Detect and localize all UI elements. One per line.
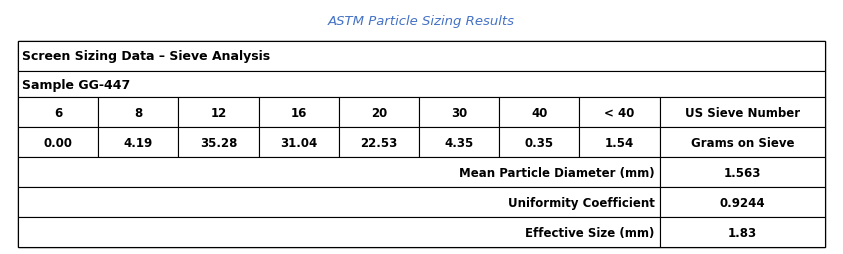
Text: 30: 30 bbox=[451, 106, 467, 119]
Text: 0.9244: 0.9244 bbox=[719, 196, 765, 209]
Text: 4.35: 4.35 bbox=[444, 136, 474, 149]
Text: 8: 8 bbox=[134, 106, 142, 119]
Text: 16: 16 bbox=[291, 106, 307, 119]
Text: Uniformity Coefficient: Uniformity Coefficient bbox=[507, 196, 654, 209]
Bar bbox=[18, 158, 659, 187]
Text: 31.04: 31.04 bbox=[280, 136, 317, 149]
Text: 40: 40 bbox=[531, 106, 547, 119]
Text: 12: 12 bbox=[211, 106, 227, 119]
Bar bbox=[18, 98, 98, 128]
Text: ASTM Particle Sizing Results: ASTM Particle Sizing Results bbox=[328, 14, 515, 27]
Bar bbox=[18, 187, 659, 217]
Text: 6: 6 bbox=[54, 106, 62, 119]
Bar bbox=[579, 128, 659, 158]
Bar bbox=[659, 187, 825, 217]
Text: 0.35: 0.35 bbox=[524, 136, 554, 149]
Bar bbox=[18, 217, 659, 247]
Text: Effective Size (mm): Effective Size (mm) bbox=[525, 226, 654, 239]
Bar bbox=[259, 128, 339, 158]
Bar bbox=[18, 42, 825, 247]
Text: 4.19: 4.19 bbox=[124, 136, 153, 149]
Text: 1.54: 1.54 bbox=[604, 136, 634, 149]
Bar bbox=[179, 128, 259, 158]
Bar bbox=[259, 98, 339, 128]
Bar bbox=[419, 128, 499, 158]
Bar bbox=[499, 98, 579, 128]
Text: 22.53: 22.53 bbox=[360, 136, 398, 149]
Text: 20: 20 bbox=[371, 106, 387, 119]
Text: US Sieve Number: US Sieve Number bbox=[685, 106, 800, 119]
Bar bbox=[18, 128, 98, 158]
Bar bbox=[579, 98, 659, 128]
Text: 1.563: 1.563 bbox=[723, 166, 761, 179]
Bar bbox=[98, 98, 179, 128]
Bar bbox=[339, 128, 419, 158]
Bar bbox=[18, 72, 825, 98]
Text: Screen Sizing Data – Sieve Analysis: Screen Sizing Data – Sieve Analysis bbox=[22, 50, 270, 63]
Bar bbox=[659, 158, 825, 187]
Bar bbox=[659, 128, 825, 158]
Bar bbox=[18, 42, 825, 72]
Bar bbox=[419, 98, 499, 128]
Bar bbox=[499, 128, 579, 158]
Text: Mean Particle Diameter (mm): Mean Particle Diameter (mm) bbox=[459, 166, 654, 179]
Text: Grams on Sieve: Grams on Sieve bbox=[690, 136, 794, 149]
Text: 35.28: 35.28 bbox=[200, 136, 237, 149]
Text: 0.00: 0.00 bbox=[44, 136, 72, 149]
Text: Sample GG-447: Sample GG-447 bbox=[22, 78, 131, 91]
Bar bbox=[659, 98, 825, 128]
Bar bbox=[179, 98, 259, 128]
Text: 1.83: 1.83 bbox=[728, 226, 757, 239]
Bar bbox=[339, 98, 419, 128]
Bar bbox=[659, 217, 825, 247]
Text: < 40: < 40 bbox=[604, 106, 635, 119]
Bar bbox=[98, 128, 179, 158]
